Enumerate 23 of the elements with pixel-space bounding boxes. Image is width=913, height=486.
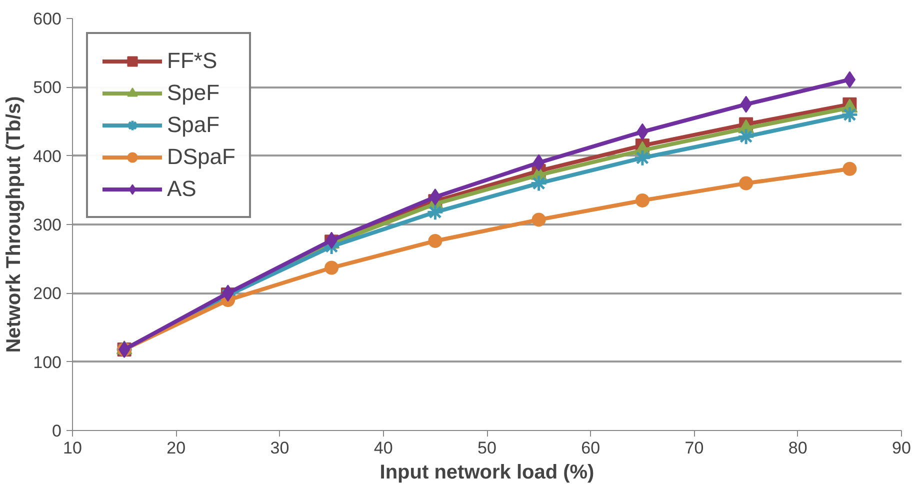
x-tick-label: 20 [166, 438, 186, 458]
x-tick-label: 40 [374, 438, 393, 458]
y-tick-label: 0 [52, 422, 62, 440]
y-axis-title: Network Throughput (Tb/s) [3, 96, 26, 353]
legend-label: DSpaF [167, 144, 236, 170]
x-tick-label: 80 [788, 438, 808, 458]
legend-label: SpeF [167, 80, 220, 106]
x-tick-label: 70 [684, 438, 704, 458]
y-tick-label: 300 [33, 216, 62, 234]
y-tick-label: 500 [33, 78, 62, 98]
legend-label: FF*S [167, 48, 218, 74]
y-tick-label: 600 [33, 10, 62, 28]
y-tick-label: 200 [33, 284, 62, 304]
legend-label: AS [167, 176, 196, 202]
x-tick-label: 30 [270, 438, 290, 458]
legend-label: SpaF [167, 112, 220, 138]
y-tick-label: 400 [33, 146, 62, 166]
x-tick-label: 50 [478, 438, 496, 458]
x-tick-label: 10 [63, 438, 82, 458]
y-tick-label: 100 [33, 352, 62, 372]
x-tick-label: 90 [892, 438, 911, 458]
x-axis-title: Input network load (%) [380, 462, 594, 484]
x-tick-label: 60 [581, 438, 600, 458]
